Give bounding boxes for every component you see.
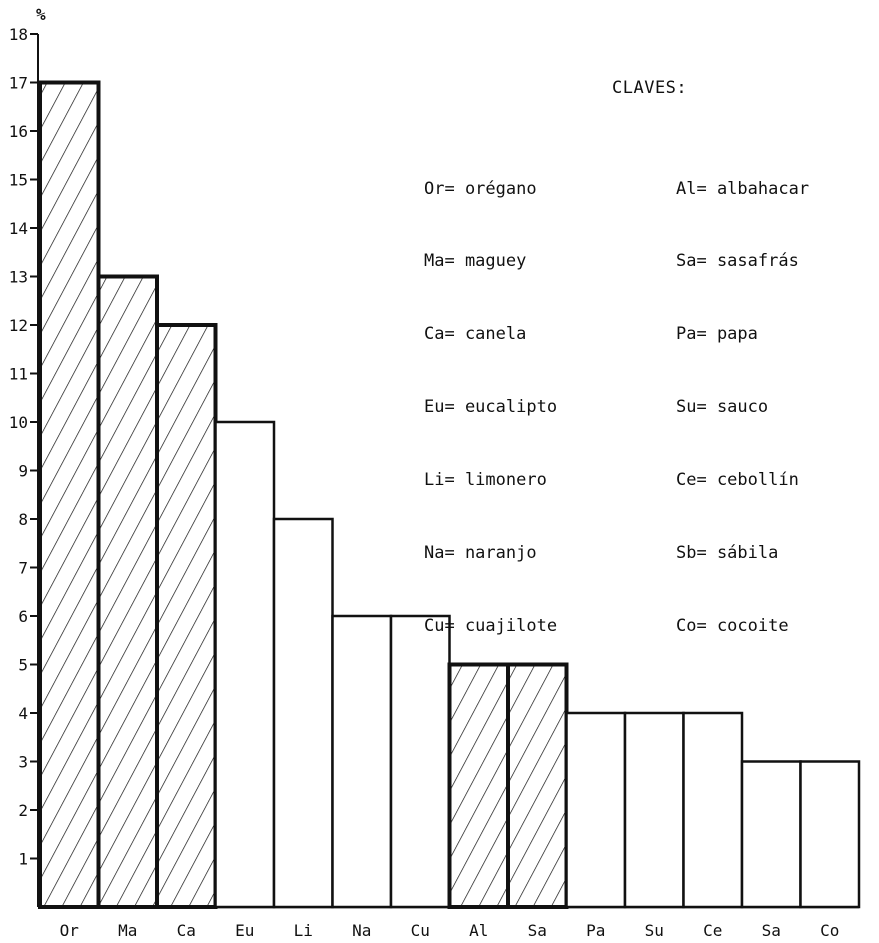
x-category-label: Sa	[762, 921, 781, 940]
x-category-label: Cu	[411, 921, 430, 940]
y-tick-label: 16	[9, 122, 28, 141]
legend-entry: Eu= eucalipto	[424, 397, 558, 418]
bar-pa	[565, 711, 627, 909]
y-tick-label: 3	[18, 753, 28, 772]
y-tick-label: 11	[9, 365, 28, 384]
y-tick-label: 4	[18, 704, 28, 723]
legend-entry: Or= orégano	[424, 178, 537, 199]
legend-entry: Pa= papa	[676, 324, 758, 345]
legend-title: CLAVES:	[612, 78, 688, 98]
x-category-labels: Or Ma Ca Eu Li Na Cu Al Sa Pa Su Ce Sa Co	[60, 921, 840, 940]
x-category-label: Al	[469, 921, 488, 940]
y-tick-label: 14	[9, 219, 28, 238]
legend-entry: Na= naranjo	[424, 543, 537, 564]
legend-entry: Sb= sábila	[676, 543, 779, 564]
legend-entry: Ca= canela	[424, 324, 527, 345]
y-tick-label: 9	[18, 462, 28, 481]
legend-entry: Al= albahacar	[676, 178, 810, 199]
y-tick-label: 8	[18, 510, 28, 529]
x-category-label: Na	[352, 921, 371, 940]
x-category-label: Ma	[118, 921, 137, 940]
y-tick-label: 6	[18, 607, 28, 626]
y-tick-label: 10	[9, 413, 28, 432]
bar-ce	[682, 711, 744, 909]
y-tick-label: 12	[9, 316, 28, 335]
bar-hatch-fill	[508, 664, 567, 907]
x-category-label: Su	[645, 921, 664, 940]
legend-column-left: Or= orégano Ma= maguey Ca= canela Eu= eu…	[424, 128, 557, 663]
bar-na	[331, 614, 393, 909]
y-tick-label: 2	[18, 801, 28, 820]
y-tick-label: 1	[18, 850, 28, 869]
x-category-label: Co	[820, 921, 839, 940]
legend-entry: Cu= cuajilote	[424, 615, 558, 636]
y-tick-label: 7	[18, 559, 28, 578]
x-category-label: Eu	[235, 921, 254, 940]
bar-co	[799, 760, 861, 909]
y-tick-label: 5	[18, 656, 28, 675]
legend-entry: Ce= cebollín	[676, 470, 799, 491]
bar-li	[272, 517, 334, 909]
bar-hatch-fill	[98, 276, 157, 907]
y-tick-label: 15	[9, 171, 28, 190]
x-category-label: Pa	[586, 921, 605, 940]
legend-entry: Sa= sasafrás	[676, 251, 799, 272]
legend-entry: Li= limonero	[424, 470, 547, 491]
legend-entry: Su= sauco	[676, 397, 769, 418]
legend-entry: Co= cocoite	[676, 615, 789, 636]
y-tick-label: 17	[9, 74, 28, 93]
y-tick-label: 18	[9, 25, 28, 44]
y-axis-unit-label: %	[36, 5, 46, 24]
x-category-label: Or	[60, 921, 80, 940]
bars	[38, 80, 861, 909]
legend-column-right: Al= albahacar Sa= sasafrás Pa= papa Su= …	[676, 128, 809, 663]
x-category-label: Ce	[703, 921, 722, 940]
bar-hatch-fill	[40, 82, 99, 907]
x-category-label: Ca	[177, 921, 196, 940]
bar-eu	[214, 420, 276, 909]
legend-entry: Ma= maguey	[424, 251, 527, 272]
bar-sa	[740, 760, 802, 909]
x-category-label: Li	[294, 921, 313, 940]
bar-hatch-fill	[157, 325, 216, 907]
y-tick-label: 13	[9, 268, 28, 287]
bar-hatch-fill	[449, 664, 508, 907]
x-category-label: Sa	[528, 921, 547, 940]
bar-su	[623, 711, 685, 909]
